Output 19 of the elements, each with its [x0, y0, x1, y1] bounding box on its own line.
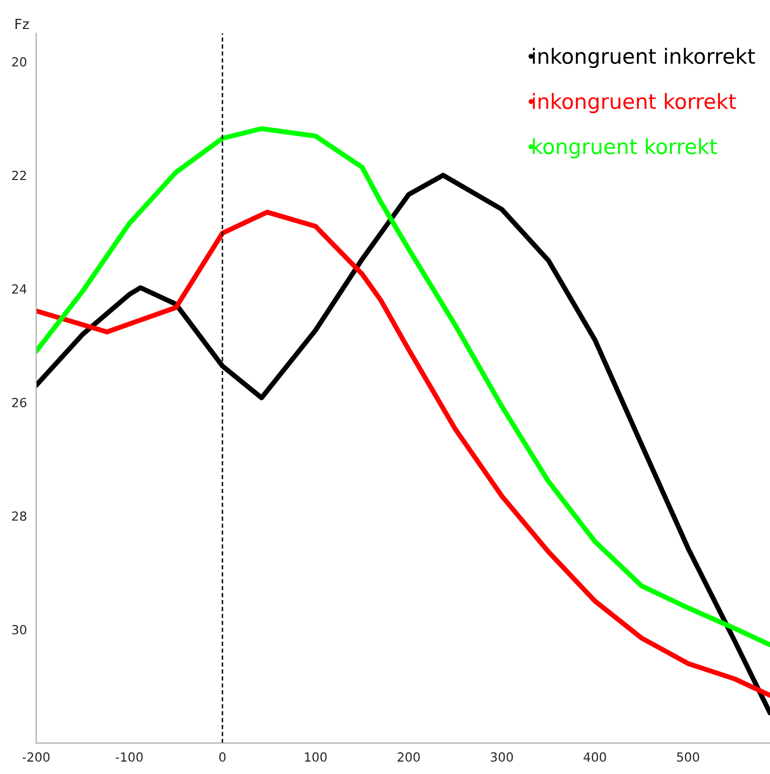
- y-axis-title: Fz: [16, 18, 29, 29]
- x-tick-label: 400: [584, 752, 606, 762]
- y-tick-label: 20: [12, 57, 26, 67]
- x-tick-label: 300: [490, 752, 513, 762]
- legend-label: kongruent korrekt: [532, 138, 717, 158]
- x-tick-label: 100: [305, 752, 327, 762]
- x-tick-label: 0: [219, 752, 226, 762]
- y-tick-label: 26: [12, 398, 26, 408]
- x-tick-label: 200: [398, 752, 420, 762]
- y-tick-label: 28: [12, 511, 26, 521]
- y-tick-label: 24: [12, 284, 26, 294]
- y-tick-label: 30: [12, 624, 26, 634]
- x-tick-label: -100: [116, 752, 143, 762]
- line-series: [36, 126, 770, 648]
- x-tick-label: 500: [677, 752, 700, 762]
- legend-label: inkongruent korrekt: [532, 93, 736, 114]
- legend-label: inkongruent inkorrekt: [532, 48, 755, 68]
- y-tick-label: 22: [12, 170, 26, 180]
- x-tick-label: -200: [22, 752, 50, 762]
